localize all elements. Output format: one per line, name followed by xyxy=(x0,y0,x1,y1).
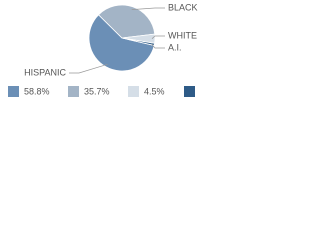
pie-label: BLACK xyxy=(168,2,198,12)
pie-label: WHITE xyxy=(168,30,197,40)
legend-swatch xyxy=(128,86,139,97)
legend-label: 4.5% xyxy=(144,86,165,96)
legend-swatch xyxy=(8,86,19,97)
legend-label: 58.8% xyxy=(24,86,50,96)
pie-label: A.I. xyxy=(168,42,182,52)
legend-label: 35.7% xyxy=(84,86,110,96)
leader-line xyxy=(151,43,165,49)
pie-slice xyxy=(88,14,155,72)
leader-line xyxy=(151,35,165,39)
pie-slice xyxy=(121,37,156,46)
chart: HISPANIC BLACK WHITE A.I. 58.8% 35.7% 4.5% xyxy=(8,2,198,97)
legend-swatch xyxy=(68,86,79,97)
pie-slice xyxy=(97,4,156,39)
leader-line xyxy=(69,63,108,74)
legend-swatch xyxy=(184,86,195,97)
leader-line xyxy=(131,7,165,10)
pie-label: HISPANIC xyxy=(24,67,66,77)
